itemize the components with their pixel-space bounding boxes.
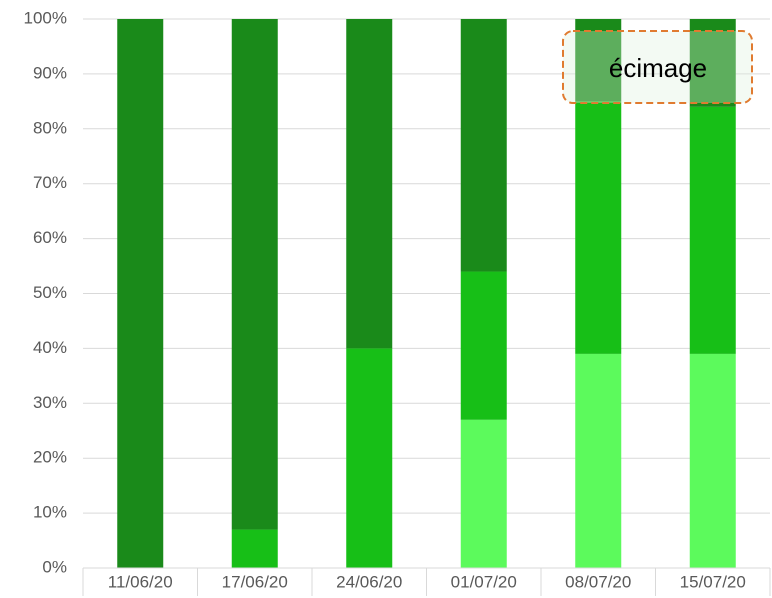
bar-segment [460, 19, 507, 272]
bar-segment [346, 348, 393, 568]
y-tick-label: 30% [33, 393, 67, 412]
y-tick-label: 40% [33, 338, 67, 357]
y-tick-label: 10% [33, 503, 67, 522]
x-tick-label: 08/07/20 [565, 572, 631, 591]
bar-segment [689, 19, 736, 107]
y-tick-label: 70% [33, 173, 67, 192]
bar-segment [460, 271, 507, 420]
x-tick-label: 17/06/20 [222, 572, 288, 591]
bar-segment [231, 19, 278, 530]
annotation-box [562, 30, 753, 104]
bar-segment [575, 19, 622, 102]
bar-segment [117, 19, 164, 568]
bar-segment [460, 419, 507, 568]
x-tick-label: 11/06/20 [108, 572, 173, 591]
y-tick-label: 0% [42, 557, 67, 576]
y-tick-label: 80% [33, 118, 67, 137]
bar-segment [689, 106, 736, 354]
x-tick-label: 01/07/20 [451, 572, 517, 591]
x-tick-label: 15/07/20 [680, 572, 746, 591]
bar-segment [575, 101, 622, 354]
annotation: écimage [609, 53, 707, 83]
bar-segment [346, 19, 393, 349]
y-tick-label: 100% [24, 8, 67, 27]
x-tick-label: 24/06/20 [336, 572, 402, 591]
y-tick-label: 90% [33, 63, 67, 82]
y-tick-label: 20% [33, 448, 67, 467]
y-tick-label: 60% [33, 228, 67, 247]
bar-segment [575, 353, 622, 568]
bar-segment [231, 529, 278, 568]
bar-segment [689, 353, 736, 568]
y-tick-label: 50% [33, 283, 67, 302]
